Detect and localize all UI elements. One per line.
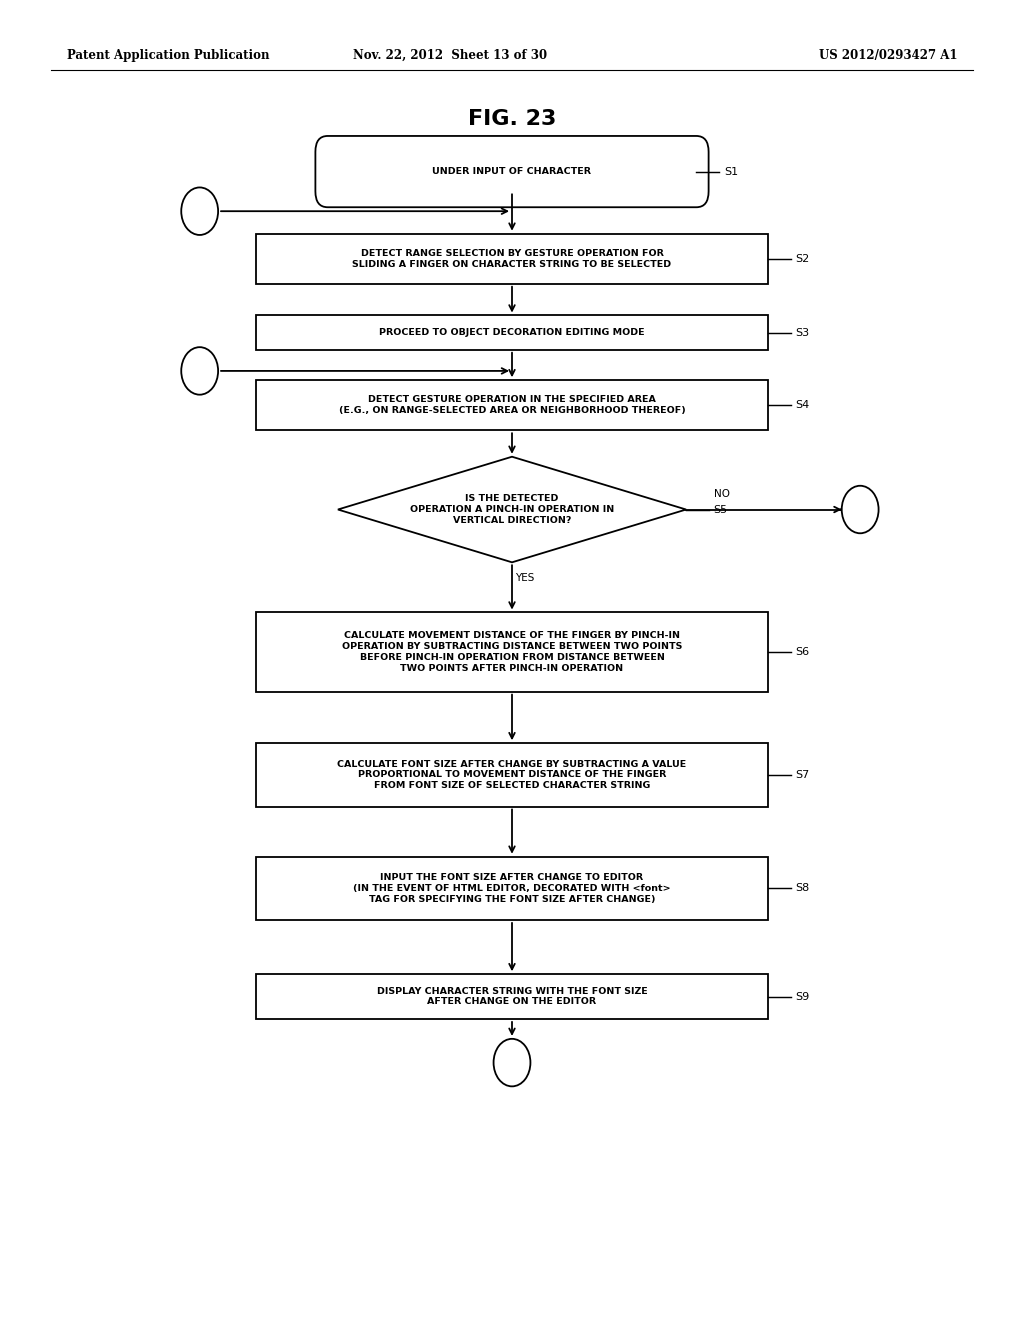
Text: Patent Application Publication: Patent Application Publication bbox=[67, 49, 269, 62]
Text: S8: S8 bbox=[796, 883, 810, 894]
Text: FIG. 23: FIG. 23 bbox=[468, 108, 556, 129]
Bar bbox=[256, 612, 768, 692]
Text: US 2012/0293427 A1: US 2012/0293427 A1 bbox=[819, 49, 957, 62]
Text: DETECT GESTURE OPERATION IN THE SPECIFIED AREA
(E.G., ON RANGE-SELECTED AREA OR : DETECT GESTURE OPERATION IN THE SPECIFIE… bbox=[339, 396, 685, 414]
Text: S5: S5 bbox=[714, 504, 728, 515]
Circle shape bbox=[181, 187, 218, 235]
Text: A: A bbox=[196, 366, 204, 376]
Text: S2: S2 bbox=[796, 253, 810, 264]
Text: S4: S4 bbox=[796, 400, 810, 411]
Bar bbox=[256, 234, 768, 284]
Text: CALCULATE MOVEMENT DISTANCE OF THE FINGER BY PINCH-IN
OPERATION BY SUBTRACTING D: CALCULATE MOVEMENT DISTANCE OF THE FINGE… bbox=[342, 631, 682, 673]
Text: S7: S7 bbox=[796, 770, 810, 780]
Polygon shape bbox=[338, 457, 686, 562]
Text: B: B bbox=[196, 206, 204, 216]
Bar bbox=[256, 974, 768, 1019]
Text: DETECT RANGE SELECTION BY GESTURE OPERATION FOR
SLIDING A FINGER ON CHARACTER ST: DETECT RANGE SELECTION BY GESTURE OPERAT… bbox=[352, 249, 672, 268]
Circle shape bbox=[181, 347, 218, 395]
Text: S9: S9 bbox=[796, 991, 810, 1002]
FancyBboxPatch shape bbox=[315, 136, 709, 207]
Text: UNDER INPUT OF CHARACTER: UNDER INPUT OF CHARACTER bbox=[432, 168, 592, 176]
Text: IS THE DETECTED
OPERATION A PINCH-IN OPERATION IN
VERTICAL DIRECTION?: IS THE DETECTED OPERATION A PINCH-IN OPE… bbox=[410, 494, 614, 525]
Text: CALCULATE FONT SIZE AFTER CHANGE BY SUBTRACTING A VALUE
PROPORTIONAL TO MOVEMENT: CALCULATE FONT SIZE AFTER CHANGE BY SUBT… bbox=[337, 759, 687, 791]
Text: YES: YES bbox=[515, 573, 534, 583]
Text: S3: S3 bbox=[796, 327, 810, 338]
Bar bbox=[256, 743, 768, 807]
Text: DISPLAY CHARACTER STRING WITH THE FONT SIZE
AFTER CHANGE ON THE EDITOR: DISPLAY CHARACTER STRING WITH THE FONT S… bbox=[377, 987, 647, 1006]
Bar bbox=[256, 857, 768, 920]
Circle shape bbox=[494, 1039, 530, 1086]
Text: PROCEED TO OBJECT DECORATION EDITING MODE: PROCEED TO OBJECT DECORATION EDITING MOD… bbox=[379, 329, 645, 337]
Circle shape bbox=[842, 486, 879, 533]
Text: C: C bbox=[856, 504, 864, 515]
Text: A: A bbox=[508, 1057, 516, 1068]
Bar bbox=[256, 315, 768, 350]
Text: INPUT THE FONT SIZE AFTER CHANGE TO EDITOR
(IN THE EVENT OF HTML EDITOR, DECORAT: INPUT THE FONT SIZE AFTER CHANGE TO EDIT… bbox=[353, 873, 671, 904]
Text: Nov. 22, 2012  Sheet 13 of 30: Nov. 22, 2012 Sheet 13 of 30 bbox=[353, 49, 548, 62]
Text: S6: S6 bbox=[796, 647, 810, 657]
Text: S1: S1 bbox=[724, 166, 738, 177]
Text: NO: NO bbox=[714, 488, 730, 499]
Bar bbox=[256, 380, 768, 430]
